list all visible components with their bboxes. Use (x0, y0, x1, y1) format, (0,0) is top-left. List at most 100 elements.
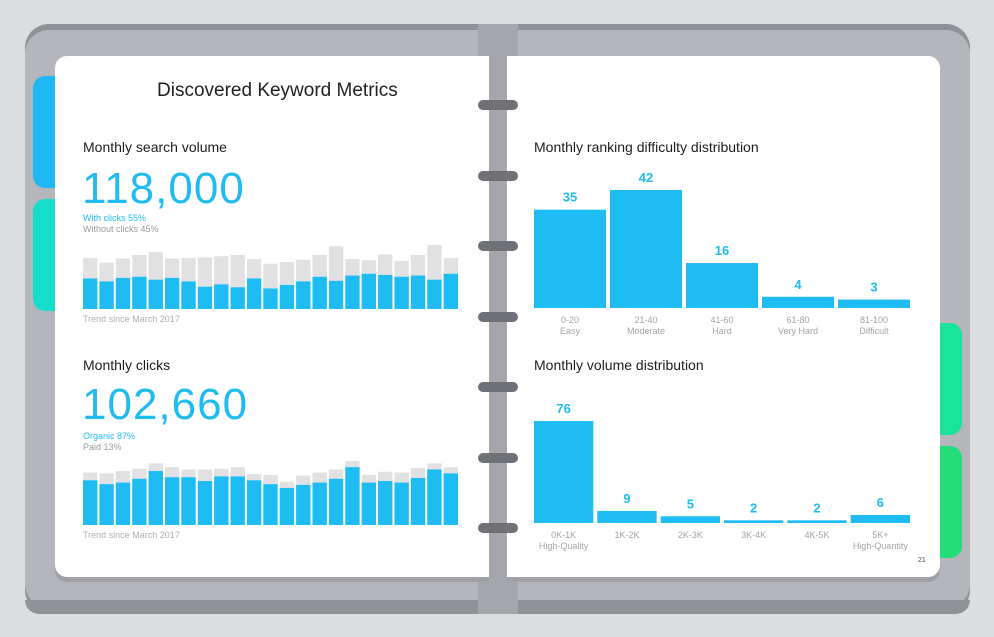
trend-bar-primary (296, 484, 311, 525)
trend-bar-primary (164, 277, 180, 309)
trend-bar-secondary (230, 254, 245, 288)
trend-bar-secondary (443, 257, 458, 274)
trend-bar-primary (443, 273, 458, 309)
trend-bar-secondary (394, 472, 409, 483)
trend-bar-secondary (296, 475, 311, 485)
trend-bar-secondary (83, 257, 98, 279)
trend-bar-primary (328, 280, 344, 309)
trend-bar-primary (394, 276, 409, 309)
category-sublabel: Easy (560, 326, 581, 336)
search-volume-secondary-note: Without clicks 45% (83, 224, 159, 234)
trend-bar-secondary (361, 260, 377, 274)
trend-bar-secondary (345, 461, 360, 468)
bar-value-label: 2 (750, 500, 757, 515)
category-sublabel: Moderate (627, 326, 665, 336)
clicks-trend-chart (83, 461, 458, 525)
trend-bar-primary (148, 279, 163, 309)
binder-rings (478, 0, 518, 637)
trend-bar-primary (328, 478, 344, 525)
binder-ring (478, 171, 518, 181)
trend-bar-secondary (279, 262, 295, 285)
trend-bar-secondary (132, 468, 147, 479)
category-sublabel: High-Quality (539, 541, 589, 551)
page-title: Discovered Keyword Metrics (157, 80, 398, 101)
trend-bar-secondary (164, 258, 180, 278)
trend-bar-secondary (378, 254, 393, 275)
trend-bar-secondary (148, 463, 163, 472)
clicks-secondary-note: Paid 13% (83, 442, 122, 452)
category-label: 0-20 (561, 315, 579, 325)
trend-bar-primary (164, 477, 180, 525)
trend-bar-secondary (164, 467, 180, 478)
category-sublabel: Very Hard (778, 326, 818, 336)
clicks-primary-note: Organic 87% (83, 431, 136, 441)
trend-bar-primary (83, 480, 98, 525)
search-volume-trend-note: Trend since March 2017 (83, 314, 180, 324)
trend-bar-secondary (181, 257, 196, 282)
distribution-bar (724, 520, 784, 523)
category-label: 5K+ (872, 530, 888, 540)
bar-value-label: 5 (687, 496, 694, 511)
binder-ring (478, 100, 518, 110)
trend-bar-primary (378, 481, 393, 525)
trend-bar-primary (427, 469, 442, 525)
trend-bar-secondary (394, 260, 409, 277)
trend-bar-primary (361, 482, 377, 525)
trend-bar-secondary (263, 263, 278, 289)
trend-bar-secondary (83, 472, 98, 481)
trend-bar-secondary (230, 467, 245, 477)
category-label: 61-80 (786, 315, 809, 325)
category-label: 21-40 (634, 315, 657, 325)
trend-bar-primary (148, 471, 163, 525)
trend-bar-primary (99, 281, 114, 309)
trend-bar-primary (115, 277, 131, 309)
distribution-bar (686, 263, 758, 308)
distribution-bar (838, 299, 910, 308)
trend-bar-secondary (328, 246, 344, 281)
trend-bar-primary (197, 286, 213, 309)
trend-bar-primary (394, 482, 409, 525)
bar-value-label: 4 (794, 277, 802, 292)
trend-bar-secondary (427, 463, 442, 470)
distribution-bar (610, 190, 682, 308)
difficulty-label: Monthly ranking difficulty distribution (534, 139, 759, 155)
trend-bar-primary (214, 476, 229, 525)
bar-value-label: 3 (870, 280, 877, 295)
trend-bar-primary (132, 478, 147, 525)
trend-bar-primary (345, 275, 360, 309)
trend-bar-primary (410, 477, 426, 525)
distribution-bar (850, 514, 910, 523)
bar-value-label: 35 (563, 190, 577, 205)
bar-value-label: 6 (877, 495, 884, 510)
search-volume-value: 118,000 (82, 164, 245, 213)
bar-value-label: 2 (813, 500, 820, 515)
trend-bar-secondary (115, 258, 131, 278)
trend-bar-primary (181, 477, 196, 525)
trend-bar-primary (312, 276, 327, 309)
bar-value-label: 9 (623, 491, 630, 506)
trend-bar-secondary (312, 254, 327, 277)
trend-bar-primary (312, 482, 327, 525)
trend-bar-secondary (345, 259, 360, 276)
trend-bar-primary (246, 278, 262, 309)
trend-bar-primary (181, 281, 196, 309)
trend-bar-primary (230, 287, 245, 309)
trend-bar-secondary (197, 257, 213, 287)
trend-bar-primary (296, 281, 311, 309)
trend-bar-secondary (279, 481, 295, 488)
trend-bar-secondary (427, 245, 442, 280)
trend-bar-secondary (181, 469, 196, 478)
trend-bar-primary (263, 484, 278, 525)
distribution-bar (660, 516, 720, 523)
trend-bar-primary (132, 276, 147, 309)
volume-dist-label: Monthly volume distribution (534, 357, 704, 373)
search-volume-primary-note: With clicks 55% (83, 213, 147, 223)
trend-bar-secondary (312, 472, 327, 483)
trend-bar-secondary (99, 473, 114, 485)
trend-bar-primary (410, 275, 426, 309)
trend-bar-primary (279, 487, 295, 525)
trend-bar-primary (230, 476, 245, 525)
trend-bar-primary (115, 482, 131, 525)
bar-value-label: 42 (639, 170, 653, 185)
trend-bar-primary (279, 284, 295, 309)
